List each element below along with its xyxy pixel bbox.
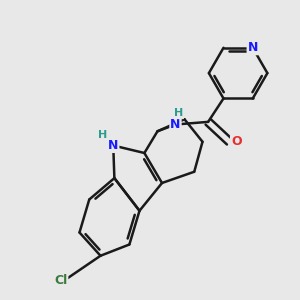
Text: Cl: Cl [54, 274, 68, 286]
Text: N: N [248, 41, 258, 54]
Text: O: O [231, 135, 242, 148]
Text: H: H [98, 130, 107, 140]
Text: H: H [174, 108, 183, 118]
Text: N: N [170, 118, 181, 131]
Text: N: N [108, 139, 119, 152]
